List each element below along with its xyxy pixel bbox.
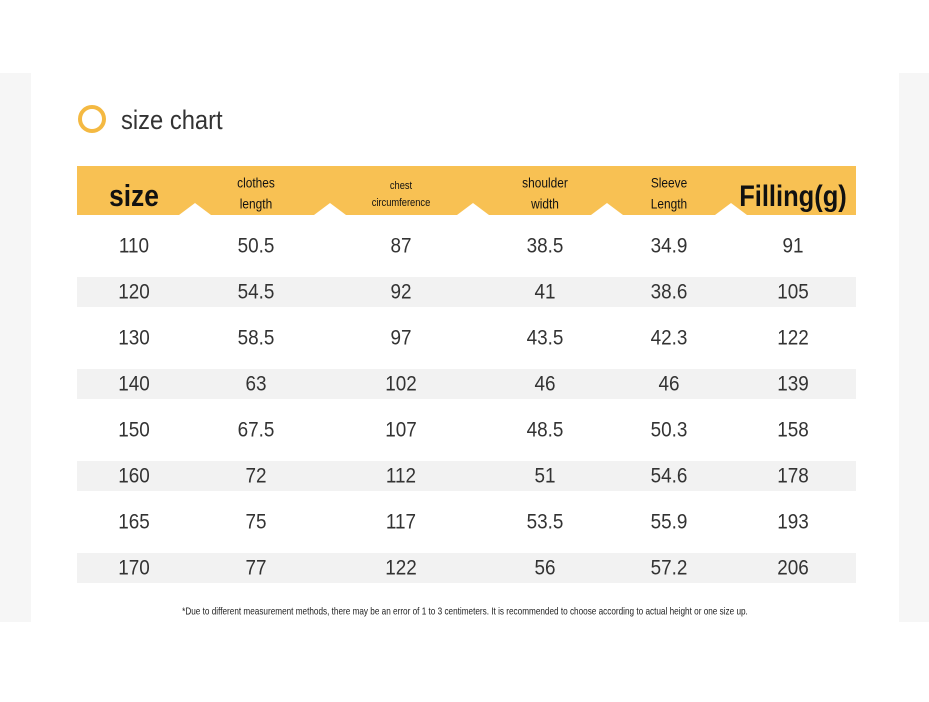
cell: 43.5 [527, 327, 564, 350]
cell: 92 [390, 281, 411, 304]
cell: 48.5 [527, 419, 564, 442]
cell: 140 [118, 373, 150, 396]
cell: 150 [118, 419, 150, 442]
cell: 87 [390, 235, 411, 258]
cell: 117 [386, 511, 416, 534]
cell: 63 [245, 373, 266, 396]
column-header: chest [390, 180, 412, 192]
cell: 38.6 [651, 281, 688, 304]
column-header: shoulder [522, 175, 568, 191]
cell: 130 [118, 327, 150, 350]
cell: 158 [777, 419, 809, 442]
cell: 72 [245, 465, 266, 488]
cell: 67.5 [238, 419, 275, 442]
cell: 193 [777, 511, 809, 534]
column-header: Length [651, 196, 687, 212]
footnote: *Due to different measurement methods, t… [182, 606, 748, 617]
cell: 165 [118, 511, 150, 534]
cell: 58.5 [238, 327, 275, 350]
column-header: circumference [372, 197, 431, 209]
cell: 46 [534, 373, 555, 396]
header-notch [314, 203, 346, 215]
cell: 41 [534, 281, 555, 304]
cell: 102 [385, 373, 417, 396]
row-stripe [77, 461, 856, 491]
row-stripe [77, 369, 856, 399]
cell: 75 [245, 511, 266, 534]
cell: 46 [658, 373, 679, 396]
cell: 160 [118, 465, 150, 488]
column-header: Sleeve [651, 175, 687, 191]
column-header: clothes [237, 175, 275, 191]
header-notch [179, 203, 211, 215]
cell: 57.2 [651, 557, 688, 580]
cell: 112 [386, 465, 416, 488]
cell: 55.9 [651, 511, 688, 534]
cell: 97 [390, 327, 411, 350]
cell: 206 [777, 557, 809, 580]
cell: 107 [385, 419, 417, 442]
cell: 120 [118, 281, 150, 304]
column-header: Filling(g) [739, 179, 847, 212]
header-notch [591, 203, 623, 215]
cell: 50.3 [651, 419, 688, 442]
cell: 77 [245, 557, 266, 580]
cell: 105 [777, 281, 809, 304]
cell: 54.6 [651, 465, 688, 488]
cell: 178 [777, 465, 809, 488]
row-stripe [77, 553, 856, 583]
cell: 122 [777, 327, 809, 350]
cell: 54.5 [238, 281, 275, 304]
cell: 53.5 [527, 511, 564, 534]
cell: 56 [534, 557, 555, 580]
column-header: width [530, 196, 559, 212]
table: size clothes length chest circumference shoul… [77, 175, 856, 583]
column-header: size [109, 179, 159, 213]
cell: 51 [534, 465, 555, 488]
cell: 42.3 [651, 327, 688, 350]
column-header: length [240, 196, 272, 212]
title: size chart [121, 106, 223, 136]
cell: 38.5 [527, 235, 564, 258]
header-notch [715, 203, 747, 215]
panel [31, 73, 899, 622]
cell: 50.5 [238, 235, 275, 258]
title-icon [78, 105, 106, 133]
cell: 91 [782, 235, 803, 258]
header-notch [457, 203, 489, 215]
cell: 170 [118, 557, 150, 580]
cell: 122 [385, 557, 417, 580]
cell: 110 [119, 235, 149, 258]
cell: 34.9 [651, 235, 688, 258]
row-stripe [77, 277, 856, 307]
cell: 139 [777, 373, 809, 396]
